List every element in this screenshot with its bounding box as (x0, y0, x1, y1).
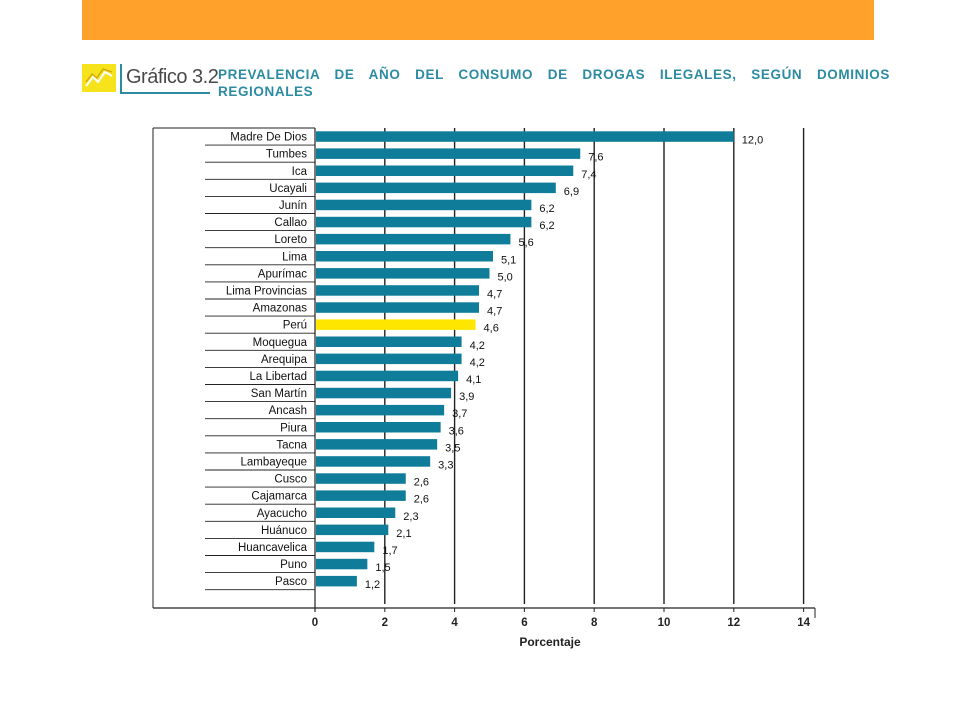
bar (316, 558, 368, 570)
value-label: 4,2 (470, 340, 485, 352)
category-label: Callao (274, 217, 307, 229)
bar (316, 131, 734, 142)
bar (316, 182, 556, 194)
bar (316, 439, 438, 450)
category-label: Ancash (269, 405, 307, 417)
bar (316, 507, 396, 518)
x-tick-label: 8 (591, 617, 598, 629)
bar (316, 387, 452, 399)
category-label: Cusco (274, 474, 307, 486)
value-label: 3,9 (459, 391, 474, 403)
category-label: Moquegua (253, 337, 308, 349)
category-label: La Libertad (249, 371, 307, 383)
bar (316, 268, 490, 279)
value-label: 3,7 (452, 408, 467, 420)
bar (316, 422, 441, 433)
category-label: Cajamarca (251, 491, 307, 503)
bar (316, 541, 375, 553)
bar (316, 165, 574, 176)
category-label: Madre De Dios (230, 132, 307, 144)
x-tick-label: 4 (451, 617, 458, 629)
bar (316, 251, 493, 262)
top-accent-bar (82, 0, 874, 40)
category-label: Puno (280, 559, 307, 571)
value-label: 3,6 (449, 425, 464, 437)
category-label: Tumbes (266, 149, 307, 161)
category-label: Ucayali (269, 183, 307, 195)
value-label: 12,0 (742, 135, 763, 147)
category-label: Huánuco (261, 525, 307, 537)
bar (316, 404, 445, 416)
value-label: 4,7 (487, 288, 502, 300)
category-label: Apurímac (258, 268, 307, 280)
value-label: 4,2 (470, 357, 485, 369)
category-label: Huancavelica (238, 542, 308, 554)
x-tick-label: 10 (658, 617, 671, 629)
bar (316, 370, 459, 382)
value-label: 4,7 (487, 306, 502, 318)
chart-header: Gráfico 3.2 PREVALENCIA DE AÑO DEL CONSU… (82, 60, 892, 106)
logo-bracket-vertical (120, 64, 122, 94)
value-label: 1,7 (382, 545, 397, 557)
value-label: 3,3 (438, 459, 453, 471)
value-label: 7,6 (588, 152, 603, 164)
bar (316, 490, 406, 501)
x-axis-title: Porcentaje (519, 635, 581, 649)
category-label: Loreto (274, 234, 307, 246)
x-tick-label: 14 (797, 617, 810, 629)
value-label: 3,5 (445, 442, 460, 454)
value-label: 6,2 (539, 203, 554, 215)
category-label: Arequipa (261, 354, 308, 366)
category-label: Ica (292, 166, 308, 178)
bar (316, 575, 357, 587)
category-label: Tacna (276, 439, 307, 451)
x-tick-label: 2 (382, 617, 388, 629)
bar (316, 524, 389, 536)
value-label: 6,2 (539, 220, 554, 232)
bar (316, 336, 462, 347)
bar (316, 473, 406, 484)
value-label: 2,6 (414, 477, 429, 489)
bar (316, 148, 581, 159)
highlight-bar (316, 319, 476, 330)
category-label: Lima Provincias (226, 285, 307, 297)
x-tick-label: 12 (727, 617, 740, 629)
category-label: Perú (283, 320, 307, 332)
value-label: 6,9 (564, 186, 579, 198)
value-label: 7,4 (581, 169, 596, 181)
figure-number: Gráfico 3.2 (126, 66, 219, 88)
value-label: 4,1 (466, 374, 481, 386)
value-label: 5,1 (501, 254, 516, 266)
category-label: Junín (279, 200, 307, 212)
value-label: 5,6 (518, 237, 533, 249)
logo-bracket-horizontal (120, 92, 210, 94)
value-label: 1,2 (365, 579, 380, 591)
value-label: 1,5 (375, 562, 390, 574)
value-label: 2,3 (403, 511, 418, 523)
x-tick-label: 0 (312, 617, 318, 629)
value-label: 2,1 (396, 528, 411, 540)
value-label: 2,6 (414, 494, 429, 506)
bar (316, 233, 511, 245)
category-label: Pasco (275, 576, 307, 588)
bar (316, 456, 431, 467)
value-label: 5,0 (498, 271, 513, 283)
bar (316, 353, 462, 365)
trend-logo-icon (82, 64, 116, 92)
value-label: 4,6 (484, 323, 499, 335)
category-label: Lambayeque (241, 456, 308, 468)
x-tick-label: 6 (521, 617, 527, 629)
category-label: Ayacucho (257, 508, 307, 520)
bar (316, 199, 532, 211)
category-label: San Martín (251, 388, 307, 400)
bar (316, 302, 480, 313)
chart-title: PREVALENCIA DE AÑO DEL CONSUMO DE DROGAS… (218, 67, 890, 99)
bar (316, 285, 480, 296)
category-label: Piura (280, 422, 307, 434)
category-label: Amazonas (253, 303, 308, 315)
bar (316, 216, 532, 228)
category-label: Lima (282, 251, 308, 263)
